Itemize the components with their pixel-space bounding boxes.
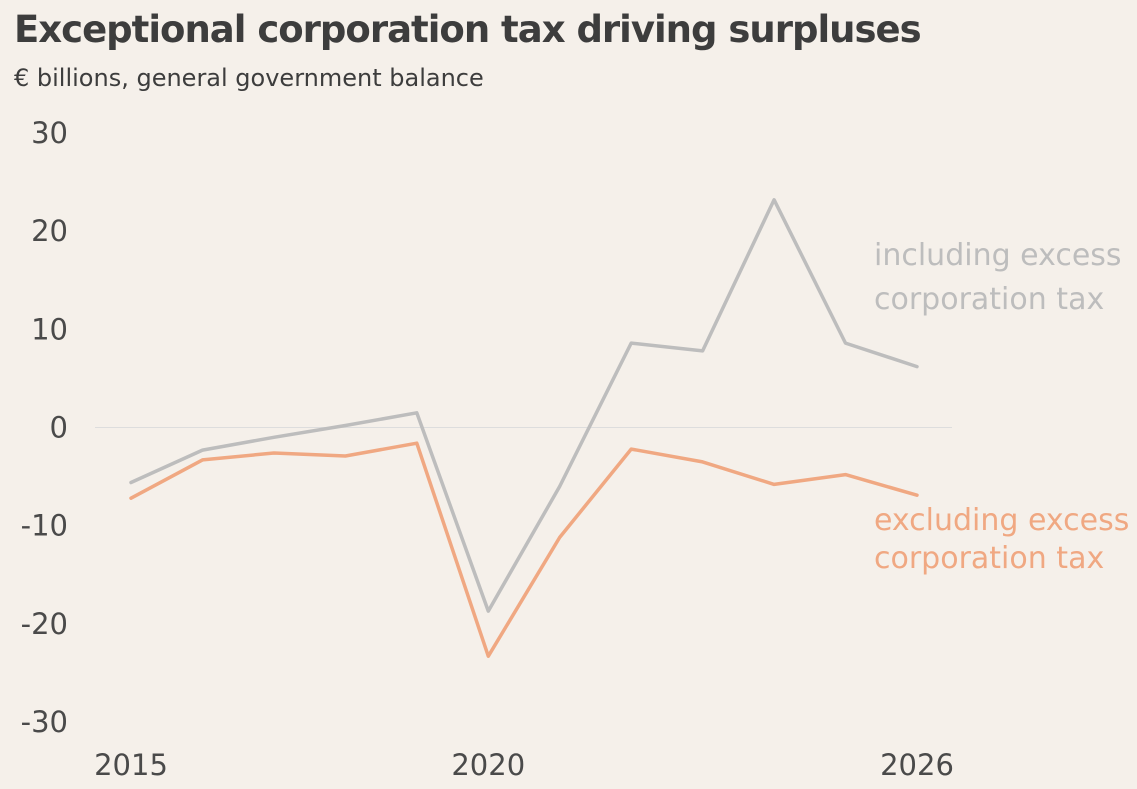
y-tick-label: 30	[31, 116, 68, 150]
x-tick-label: 2020	[451, 748, 525, 782]
y-tick-label: 0	[50, 411, 68, 445]
y-tick-label: -20	[21, 607, 68, 641]
series-label-including: corporation tax	[874, 282, 1104, 317]
y-tick-label: -30	[21, 705, 68, 739]
y-tick-label: 10	[31, 312, 68, 346]
chart-title: Exceptional corporation tax driving surp…	[14, 8, 922, 51]
series-line-excluding	[129, 441, 919, 658]
series-line-including	[129, 198, 919, 613]
x-tick-label: 2015	[94, 748, 168, 782]
x-tick-label: 2026	[880, 748, 954, 782]
y-tick-label: 20	[31, 214, 68, 248]
series-label-including: including excess	[874, 238, 1122, 273]
series-label-excluding: corporation tax	[874, 541, 1104, 576]
chart-subtitle: € billions, general government balance	[14, 64, 484, 92]
y-tick-label: -10	[21, 509, 68, 543]
series-label-excluding: excluding excess	[874, 503, 1129, 538]
